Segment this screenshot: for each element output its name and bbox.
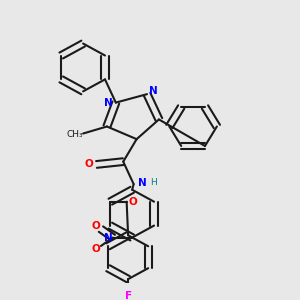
Text: O: O (91, 221, 100, 231)
Text: CH₃: CH₃ (67, 130, 83, 140)
Text: N: N (104, 98, 113, 108)
Text: N: N (148, 86, 157, 96)
Text: N: N (104, 232, 113, 242)
Text: F: F (124, 291, 132, 300)
Text: O: O (129, 197, 137, 207)
Text: O: O (85, 159, 93, 170)
Text: O: O (91, 244, 100, 254)
Text: H: H (151, 178, 157, 187)
Text: N: N (138, 178, 147, 188)
